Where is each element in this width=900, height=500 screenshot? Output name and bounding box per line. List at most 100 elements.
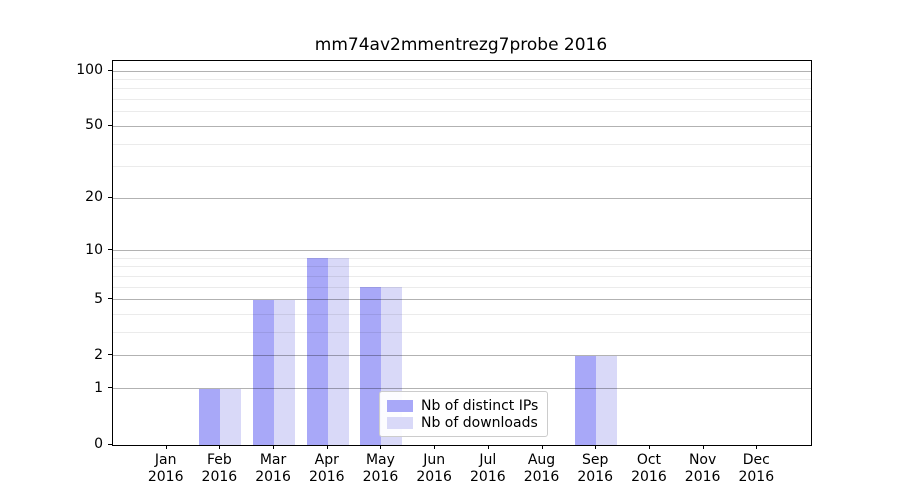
x-tick-month: Dec [742,452,770,468]
gridline-major-5 [113,299,811,301]
legend-color-patch [387,416,413,429]
bar-nb-of-distinct-ips-feb [199,388,221,445]
x-tick-month: Oct [636,452,662,468]
gridline-minor-40 [113,143,811,145]
gridline-minor-6 [113,286,811,288]
x-tick-year: 2016 [738,469,775,485]
gridline-minor-8 [113,266,811,268]
gridline-minor-80 [113,88,811,90]
legend: Nb of distinct IPs Nb of downloads [379,391,549,437]
gridline-minor-90 [113,78,811,80]
x-tick-mark-apr [326,445,328,449]
bar-nb-of-downloads-apr [327,258,349,445]
x-tick-month: Jan [154,452,177,468]
x-tick-label-oct: Oct 2016 [617,452,681,486]
y-tick-label-10: 10 [85,241,103,258]
x-tick-label-may: May 2016 [348,452,412,486]
y-tick-mark-2 [108,354,112,356]
y-tick-label-100: 100 [76,62,103,78]
x-tick-label-dec: Dec 2016 [724,452,788,486]
bar-nb-of-distinct-ips-apr [306,258,328,445]
plot-area [112,60,812,446]
chart-title: mm74av2mmentrezg7probe 2016 [314,35,608,55]
bar-nb-of-distinct-ips-may [360,287,382,445]
x-tick-mark-feb [219,445,221,449]
bar-nb-of-downloads-feb [220,388,242,445]
x-tick-year: 2016 [362,469,399,485]
x-tick-month: Jul [479,452,497,468]
gridline-minor-4 [113,314,811,316]
x-tick-mark-jan [165,445,167,449]
x-tick-label-apr: Apr 2016 [295,452,359,486]
x-tick-month: Jun [423,452,446,468]
gridline-minor-7 [113,276,811,277]
y-tick-label-5: 5 [94,290,103,307]
x-tick-label-jan: Jan 2016 [134,452,198,486]
bar-nb-of-distinct-ips-sep [575,355,597,445]
x-tick-label-feb: Feb 2016 [187,452,251,486]
x-tick-year: 2016 [631,469,667,485]
x-tick-mark-mar [273,445,275,449]
x-tick-month: Aug [527,452,556,468]
x-tick-year: 2016 [470,469,506,485]
x-tick-mark-aug [541,445,543,449]
y-tick-label-0: 0 [94,436,103,452]
x-tick-year: 2016 [684,469,721,485]
gridline-minor-60 [113,111,811,113]
x-tick-mark-nov [702,445,704,449]
bar-nb-of-downloads-mar [274,299,296,445]
legend-label: Nb of distinct IPs [421,397,539,414]
x-tick-month: Sep [582,452,609,468]
x-tick-year: 2016 [147,469,184,485]
y-tick-mark-0 [108,443,112,445]
gridline-minor-70 [113,99,811,101]
gridline-minor-30 [113,166,811,168]
y-tick-label-50: 50 [85,117,103,134]
x-tick-label-mar: Mar 2016 [241,452,305,486]
legend-color-patch [387,399,413,412]
x-tick-mark-may [380,445,382,449]
y-tick-mark-1 [108,387,112,389]
gridline-major-10 [113,250,811,252]
bar-nb-of-distinct-ips-mar [253,299,275,445]
legend-entry-nb-of-distinct-ips: Nb of distinct IPs [387,397,538,414]
x-tick-year: 2016 [523,469,560,485]
x-tick-year: 2016 [201,469,238,485]
gridline-minor-3 [113,332,811,334]
x-tick-year: 2016 [255,469,291,485]
gridline-minor-9 [113,257,811,259]
x-tick-label-jul: Jul 2016 [456,452,520,486]
legend-label: Nb of downloads [421,414,538,431]
gridline-major-2 [113,355,811,357]
x-tick-year: 2016 [577,469,614,485]
x-tick-mark-jul [487,445,489,449]
x-tick-month: Apr [314,452,339,468]
x-tick-mark-oct [648,445,650,449]
x-tick-mark-sep [595,445,597,449]
x-tick-month: Nov [688,452,717,468]
bar-nb-of-downloads-sep [596,355,618,445]
x-tick-year: 2016 [416,469,452,485]
y-tick-mark-50 [108,124,112,126]
x-tick-mark-dec [756,445,758,449]
y-tick-label-1: 1 [94,379,103,396]
x-tick-month: May [365,452,395,468]
gridline-major-50 [113,125,811,127]
y-tick-mark-5 [108,298,112,300]
y-tick-mark-100 [108,69,112,71]
gridline-major-100 [113,70,811,72]
x-tick-label-jun: Jun 2016 [402,452,466,486]
gridline-major-20 [113,197,811,199]
legend-entry-nb-of-downloads: Nb of downloads [387,414,538,431]
x-tick-mark-jun [434,445,436,449]
x-tick-month: Feb [206,452,232,468]
x-tick-label-aug: Aug 2016 [510,452,574,486]
y-tick-label-2: 2 [94,346,103,363]
y-tick-label-20: 20 [85,189,103,206]
y-tick-mark-10 [108,249,112,251]
y-tick-mark-20 [108,196,112,198]
x-tick-label-nov: Nov 2016 [671,452,735,486]
x-tick-year: 2016 [308,469,345,485]
gridline-major-1 [113,388,811,390]
